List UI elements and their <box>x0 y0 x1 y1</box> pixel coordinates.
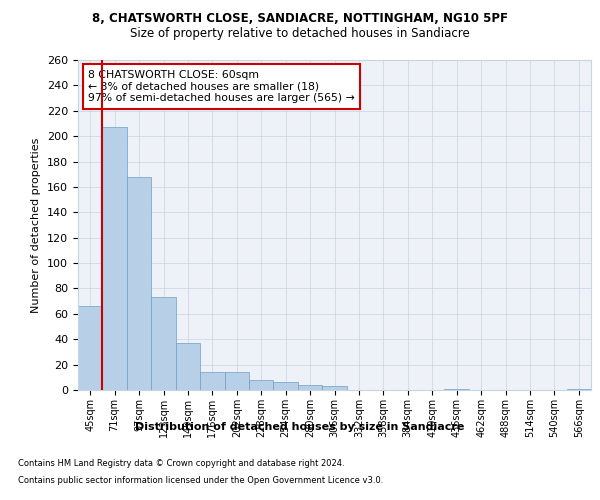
Text: Size of property relative to detached houses in Sandiacre: Size of property relative to detached ho… <box>130 28 470 40</box>
Bar <box>78 306 103 390</box>
Bar <box>151 298 176 390</box>
Bar <box>322 386 347 390</box>
Bar <box>274 382 298 390</box>
Text: Distribution of detached houses by size in Sandiacre: Distribution of detached houses by size … <box>136 422 464 432</box>
Bar <box>200 372 224 390</box>
Text: 8 CHATSWORTH CLOSE: 60sqm
← 3% of detached houses are smaller (18)
97% of semi-d: 8 CHATSWORTH CLOSE: 60sqm ← 3% of detach… <box>88 70 355 103</box>
Text: 8, CHATSWORTH CLOSE, SANDIACRE, NOTTINGHAM, NG10 5PF: 8, CHATSWORTH CLOSE, SANDIACRE, NOTTINGH… <box>92 12 508 26</box>
Y-axis label: Number of detached properties: Number of detached properties <box>31 138 41 312</box>
Text: Contains public sector information licensed under the Open Government Licence v3: Contains public sector information licen… <box>18 476 383 485</box>
Bar <box>127 177 151 390</box>
Bar <box>249 380 274 390</box>
Bar <box>176 343 200 390</box>
Bar <box>224 372 249 390</box>
Text: Contains HM Land Registry data © Crown copyright and database right 2024.: Contains HM Land Registry data © Crown c… <box>18 458 344 468</box>
Bar <box>103 128 127 390</box>
Bar <box>298 385 322 390</box>
Bar <box>566 388 591 390</box>
Bar <box>445 388 469 390</box>
